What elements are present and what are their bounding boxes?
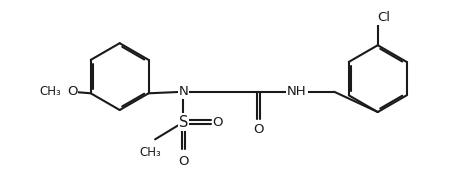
Text: N: N xyxy=(178,85,188,98)
Text: CH₃: CH₃ xyxy=(39,85,61,98)
Text: Cl: Cl xyxy=(377,11,390,24)
Text: NH: NH xyxy=(287,85,307,98)
Text: O: O xyxy=(213,116,223,129)
Text: CH₃: CH₃ xyxy=(139,146,161,159)
Text: O: O xyxy=(253,123,264,136)
Text: O: O xyxy=(67,85,77,98)
Text: O: O xyxy=(178,155,188,168)
Text: S: S xyxy=(179,115,188,130)
